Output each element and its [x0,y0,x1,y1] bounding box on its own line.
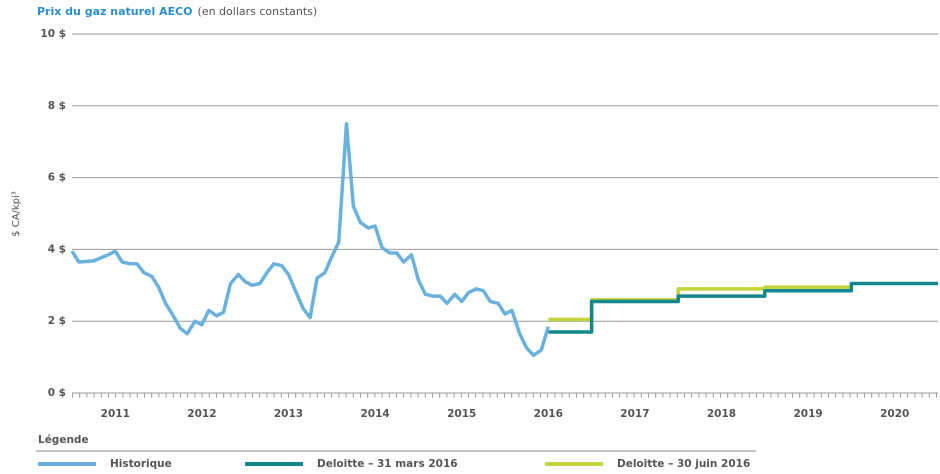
chart-title: Prix du gaz naturel AECO [37,5,193,18]
x-tick-label: 2016 [534,408,563,420]
y-tick-label: 4 $ [48,243,66,255]
y-tick-label: 6 $ [48,172,66,184]
series-line [548,281,938,334]
chart-heading: Prix du gaz naturel AECO (en dollars cons… [37,5,317,18]
y-tick-label: 10 $ [40,28,66,40]
x-tick-label: 2018 [707,408,736,420]
x-tick-label: 2013 [274,408,303,420]
chart-subtitle: (en dollars constants) [198,5,318,18]
series-line [70,122,550,358]
y-tick-label: 0 $ [48,387,66,399]
x-tick-label: 2014 [360,408,389,420]
x-tick-label: 2011 [101,408,130,420]
y-tick-label: 8 $ [48,100,66,112]
x-tick-label: 2012 [187,408,216,420]
legend-label: Deloitte – 30 juin 2016 [617,458,750,470]
legend-label: Deloitte – 31 mars 2016 [317,458,458,470]
x-tick-label: 2020 [880,408,909,420]
x-tick-label: 2017 [620,408,649,420]
y-tick-label: 2 $ [48,315,66,327]
x-tick-label: 2015 [447,408,476,420]
x-tick-label: 2019 [793,408,822,420]
legend-label: Historique [110,458,172,470]
legend-title: Légende [38,434,89,446]
y-axis-label: $ CA/kpi³ [11,191,22,237]
